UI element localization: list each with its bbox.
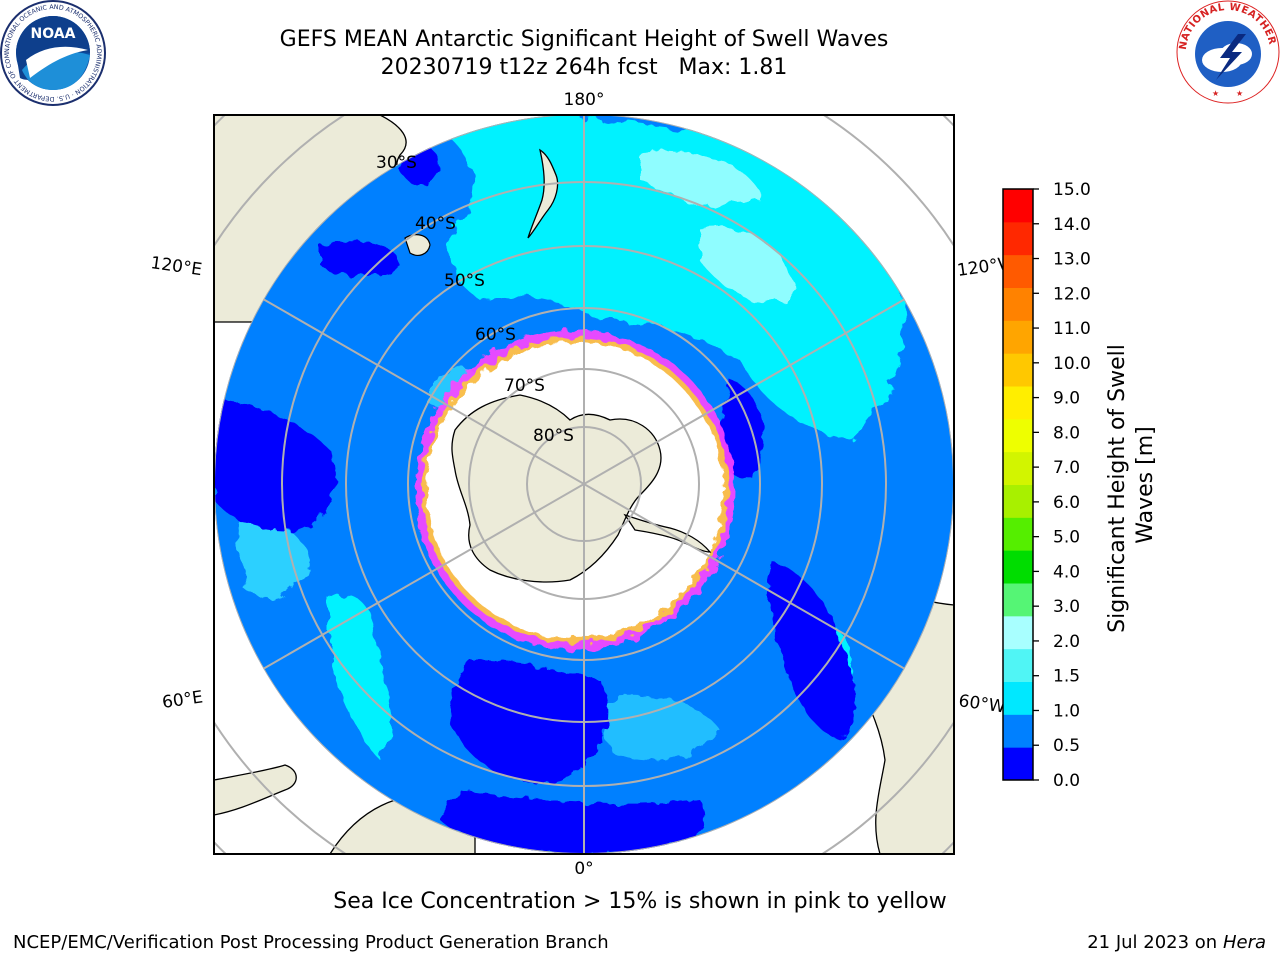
new-zealand	[527, 148, 559, 239]
lon-label-120e: 120°E	[149, 253, 203, 280]
footer-date: 21 Jul 2023 on Hera	[1087, 932, 1266, 953]
swell-band-1.0-1.5	[235, 115, 905, 761]
colorbar-swatch	[1003, 517, 1033, 551]
colorbar-swatch	[1003, 484, 1033, 518]
colorbar-swatch	[1003, 681, 1033, 715]
colorbar-tick-label: 7.0	[1053, 458, 1080, 478]
colorbar-tick-label: 11.0	[1053, 319, 1091, 339]
colorbar-tick-label: 15.0	[1053, 180, 1091, 200]
colorbar-tick-label: 3.0	[1053, 597, 1080, 617]
colorbar-swatch	[1003, 254, 1033, 288]
map-frame	[213, 114, 955, 855]
colorbar-tick-label: 9.0	[1053, 389, 1080, 409]
colorbar-swatch	[1003, 320, 1033, 354]
colorbar: 0.0 0.5 1.0 1.5 2.0 3.0 4.0 5.0 6.0 7.0 8.0 9.0 10.0…	[1002, 180, 1091, 791]
colorbar-tick-label: 0.5	[1053, 736, 1080, 756]
colorbar-tick-label: 12.0	[1053, 284, 1091, 304]
lon-label-60w: 60°W	[957, 691, 1006, 717]
meridian-60e-120w	[262, 298, 906, 670]
colorbar-swatch	[1003, 714, 1033, 748]
colorbar-swatch	[1003, 418, 1033, 453]
map-content	[214, 115, 954, 854]
colorbar-tick-label: 5.0	[1053, 528, 1080, 548]
nws-logo: NATIONAL WEATHER SERVICE ★ ★	[1176, 0, 1280, 104]
colorbar-swatch	[1003, 550, 1033, 584]
machine-name: Hera	[1222, 932, 1266, 953]
svg-text:★: ★	[1236, 89, 1243, 98]
lat-label-30s: 30°S	[376, 153, 417, 173]
graticule	[214, 115, 954, 854]
colorbar-swatch	[1003, 189, 1033, 223]
lon-label-0: 0°	[574, 859, 593, 879]
colorbar-swatch	[1003, 615, 1033, 650]
colorbar-tick-label: 10.0	[1053, 354, 1091, 374]
date-text: 21 Jul 2023 on	[1087, 932, 1223, 953]
colorbar-tick-label: 0.0	[1053, 771, 1080, 791]
colorbar-label-line-2: Waves [m]	[1133, 426, 1158, 543]
colorbar-tick-label: 4.0	[1053, 562, 1080, 582]
title-line-2: 20230719 t12z 264h fcst Max: 1.81	[380, 55, 788, 80]
lon-label-180: 180°	[564, 90, 605, 110]
colorbar-swatch	[1003, 287, 1033, 321]
colorbar-swatch	[1003, 221, 1033, 256]
colorbar-label: Significant Height of Swell Waves [m]	[1105, 337, 1158, 633]
colorbar-swatch	[1003, 451, 1033, 485]
colorbar-swatch	[1003, 583, 1033, 617]
noaa-logo: NATIONAL OCEANIC AND ATMOSPHERIC ADMINIS…	[0, 0, 106, 106]
svg-text:★: ★	[1212, 89, 1219, 98]
colorbar-tick-label: 8.0	[1053, 423, 1080, 443]
colorbar-frame	[1002, 188, 1034, 781]
latitude-labels: 30°S 40°S 50°S 60°S 70°S 80°S	[376, 153, 574, 446]
chart-title: GEFS MEAN Antarctic Significant Height o…	[0, 26, 1168, 82]
colorbar-swatch	[1003, 386, 1033, 420]
colorbar-tick-label: 2.0	[1053, 632, 1080, 652]
lon-label-60e: 60°E	[161, 687, 204, 712]
lat-label-40s: 40°S	[415, 214, 456, 234]
colorbar-tick-label: 6.0	[1053, 493, 1080, 513]
colorbar-label-line-1: Significant Height of Swell	[1105, 344, 1130, 633]
colorbar-tick-label: 1.0	[1053, 701, 1080, 721]
lat-label-70s: 70°S	[504, 376, 545, 396]
colorbar-swatch	[1003, 648, 1033, 682]
antarctic-peninsula	[623, 513, 712, 553]
lat-label-60s: 60°S	[475, 325, 516, 345]
footer-credit: NCEP/EMC/Verification Post Processing Pr…	[13, 932, 609, 953]
colorbar-swatch	[1003, 747, 1033, 781]
colorbar-tick-label: 1.5	[1053, 667, 1080, 687]
lat-label-50s: 50°S	[444, 271, 485, 291]
noaa-logo-text: NOAA	[31, 26, 76, 42]
title-line-1: GEFS MEAN Antarctic Significant Height o…	[279, 27, 889, 52]
colorbar-swatch	[1003, 353, 1033, 387]
sea-ice-caption: Sea Ice Concentration > 15% is shown in …	[333, 889, 947, 914]
colorbar-tick-label: 14.0	[1053, 215, 1091, 235]
lat-label-80s: 80°S	[533, 426, 574, 446]
colorbar-tick-label: 13.0	[1053, 250, 1091, 270]
